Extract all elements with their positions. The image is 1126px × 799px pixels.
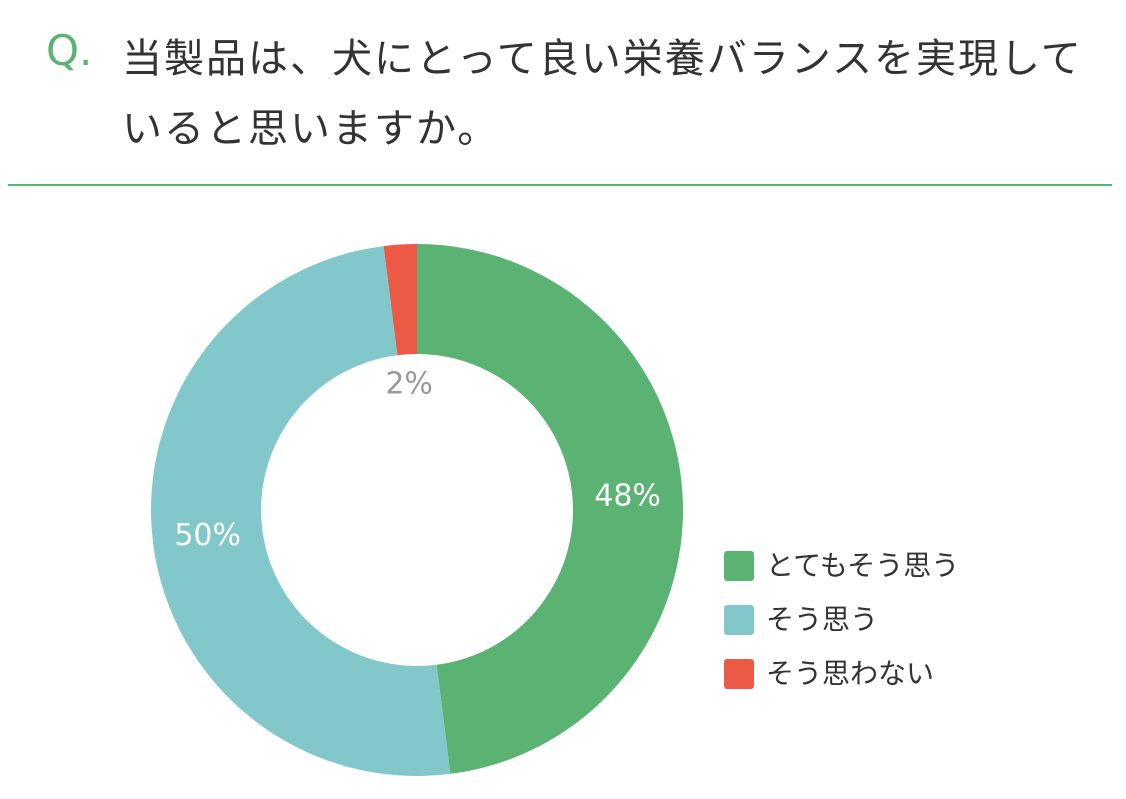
header: Q. 当製品は、犬にとって良い栄養バランスを実現していると思いますか。 [0, 0, 1126, 186]
question-label: Q. [46, 26, 93, 75]
legend-label: そう思う [766, 603, 878, 636]
divider [8, 184, 1112, 186]
legend-swatch [724, 551, 754, 581]
legend-label: とてもそう思う [766, 549, 959, 582]
donut-slice [383, 244, 417, 356]
legend-swatch [724, 659, 754, 689]
value-label: 48% [594, 478, 661, 513]
chart-title: 当製品は、犬にとって良い栄養バランスを実現していると思いますか。 [122, 36, 1083, 152]
value-label: 50% [174, 518, 241, 553]
legend-label: そう思わない [766, 657, 934, 690]
value-label: 2% [385, 367, 433, 402]
donut-slice [150, 246, 451, 777]
donut-slice [417, 244, 684, 774]
legend-swatch [724, 605, 754, 635]
